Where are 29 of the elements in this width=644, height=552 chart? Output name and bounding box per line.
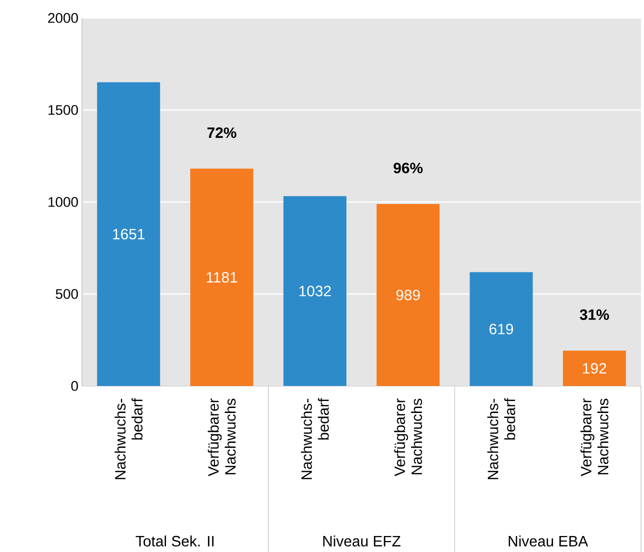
y-tick-label: 500 (56, 289, 78, 299)
text: Total Sek. II (136, 536, 214, 546)
data-label: 1181 (206, 272, 238, 283)
y-tick-label: 1500 (48, 105, 78, 115)
y-tick-label: 1000 (48, 197, 78, 207)
x-tick-label: Nachwuchs- bedarf (487, 398, 516, 480)
data-label: 192 (583, 363, 606, 374)
x-tick-label: Verfügbarer Nachwuchs (208, 398, 236, 476)
text: Niveau EBA (508, 536, 588, 546)
text: Niveau EFZ (323, 536, 400, 546)
bar (470, 272, 533, 386)
bar (190, 168, 254, 386)
data-label: 1032 (299, 286, 331, 296)
data-label: 619 (490, 324, 513, 334)
bar (97, 82, 160, 386)
data-label: 1651 (113, 228, 144, 240)
x-tick-label: Nachwuchs- bedarf (114, 398, 143, 480)
annotation: 72% (207, 127, 236, 138)
annotation: 96% (394, 162, 423, 174)
y-tick-label: 2000 (48, 13, 78, 23)
bar (562, 350, 626, 386)
x-tick-label: Nachwuchs- bedarf (300, 398, 329, 480)
annotation: 31% (580, 309, 609, 320)
data-label: 989 (396, 290, 420, 300)
bar (283, 196, 346, 386)
y-tick-label: 0 (71, 381, 78, 391)
bar (376, 204, 440, 386)
x-tick-label: Verfügbarer Nachwuchs (394, 398, 422, 476)
x-tick-label: Verfügbarer Nachwuchs (580, 398, 608, 476)
